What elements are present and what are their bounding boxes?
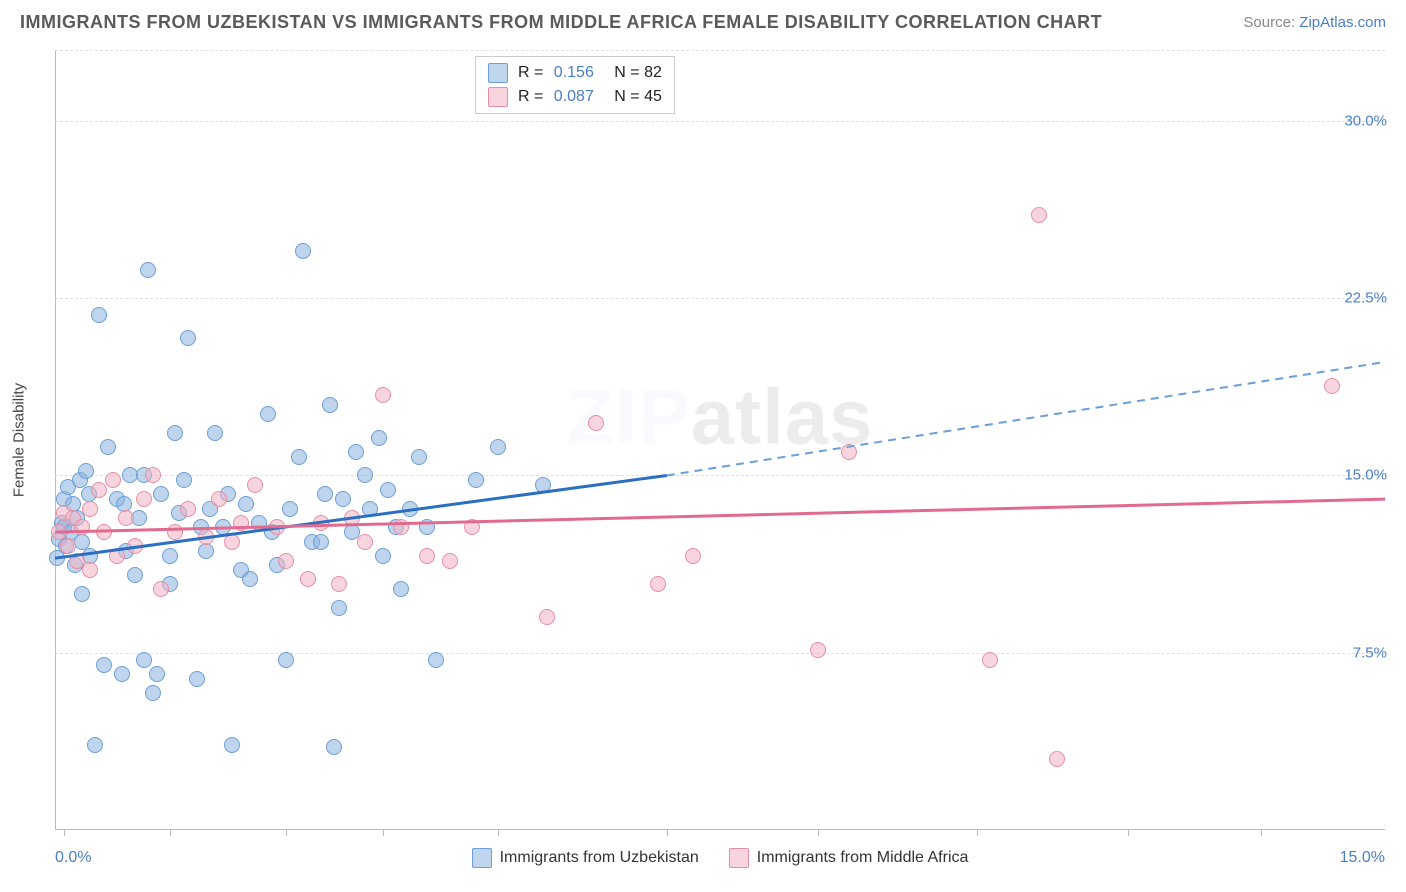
legend-swatch [488, 63, 508, 83]
x-tick [498, 830, 499, 836]
legend-swatch [729, 848, 749, 868]
source-link[interactable]: ZipAtlas.com [1299, 14, 1386, 31]
legend-label: Immigrants from Uzbekistan [500, 849, 699, 867]
x-axis-min-label: 0.0% [55, 849, 91, 867]
legend-label: Immigrants from Middle Africa [757, 849, 969, 867]
x-axis-max-label: 15.0% [1340, 849, 1385, 867]
legend-swatch [472, 848, 492, 868]
chart-title: IMMIGRANTS FROM UZBEKISTAN VS IMMIGRANTS… [20, 12, 1102, 33]
stats-legend: R = 0.156 N = 82 R = 0.087 N = 45 [475, 56, 675, 114]
x-tick [818, 830, 819, 836]
x-tick [383, 830, 384, 836]
x-tick [977, 830, 978, 836]
y-axis-title: Female Disability [11, 383, 28, 497]
legend-row: R = 0.087 N = 45 [488, 85, 662, 109]
legend-stats: R = 0.087 N = 45 [518, 88, 662, 106]
legend-row: R = 0.156 N = 82 [488, 61, 662, 85]
trend-lines [55, 50, 1385, 830]
x-tick [286, 830, 287, 836]
x-tick [64, 830, 65, 836]
legend-item: Immigrants from Uzbekistan [472, 848, 699, 868]
legend-item: Immigrants from Middle Africa [729, 848, 969, 868]
x-tick [1128, 830, 1129, 836]
series-legend: 0.0% 15.0% Immigrants from Uzbekistan Imm… [55, 848, 1385, 868]
x-tick [667, 830, 668, 836]
x-tick [1261, 830, 1262, 836]
scatter-chart: Female Disability 7.5%15.0%22.5%30.0% ZI… [55, 50, 1385, 830]
legend-swatch [488, 87, 508, 107]
source-attribution: Source: ZipAtlas.com [1243, 14, 1386, 31]
x-tick [170, 830, 171, 836]
legend-stats: R = 0.156 N = 82 [518, 64, 662, 82]
